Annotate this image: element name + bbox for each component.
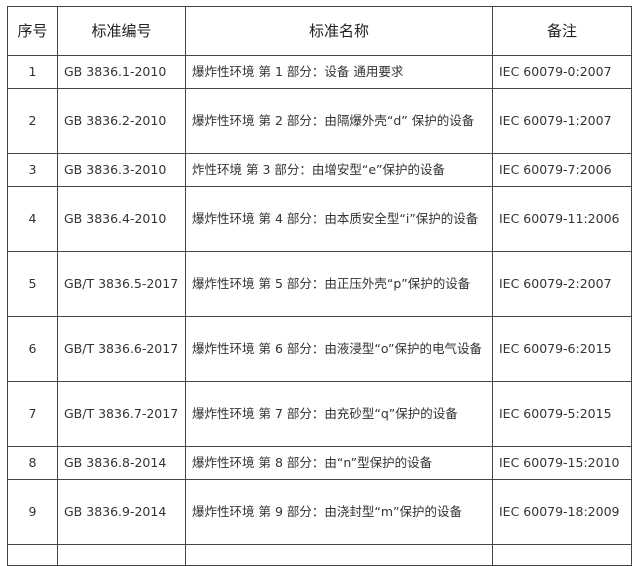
standard-note: IEC 60079-1:2007: [492, 88, 632, 154]
table-row-partial: [7, 544, 632, 566]
standards-table: 序号 标准编号 标准名称 备注 1 GB 3836.1-2010 爆炸性环境 第 1…: [7, 6, 632, 566]
header-row: 序号 标准编号 标准名称 备注: [7, 6, 632, 56]
table-row: 1 GB 3836.1-2010 爆炸性环境 第 1 部分：设备 通用要求 IEC 6…: [7, 55, 632, 89]
standard-code: GB/T 3836.5-2017: [57, 251, 186, 317]
standard-code: GB 3836.8-2014: [57, 446, 186, 480]
standard-code: GB 3836.4-2010: [57, 186, 186, 252]
table-row: 4 GB 3836.4-2010 爆炸性环境 第 4 部分：由本质安全型“i”保护的…: [7, 186, 632, 252]
standard-name: 爆炸性环境 第 6 部分：由液浸型“o”保护的电气设备: [185, 316, 493, 382]
empty-cell: [7, 544, 58, 566]
standard-code: GB 3836.3-2010: [57, 153, 186, 187]
row-number: 7: [7, 381, 58, 447]
row-number: 8: [7, 446, 58, 480]
table-row: 8 GB 3836.8-2014 爆炸性环境 第 8 部分：由“n”型保护的设备 IE…: [7, 446, 632, 480]
standard-note: IEC 60079-18:2009: [492, 479, 632, 545]
table-row: 5 GB/T 3836.5-2017 爆炸性环境 第 5 部分：由正压外壳“p”保护…: [7, 251, 632, 317]
standard-note: IEC 60079-7:2006: [492, 153, 632, 187]
table-row: 2 GB 3836.2-2010 爆炸性环境 第 2 部分：由隔爆外壳“d” 保护的…: [7, 88, 632, 154]
row-number: 1: [7, 55, 58, 89]
standard-name: 爆炸性环境 第 1 部分：设备 通用要求: [185, 55, 493, 89]
standard-note: IEC 60079-11:2006: [492, 186, 632, 252]
table-row: 7 GB/T 3836.7-2017 爆炸性环境 第 7 部分：由充砂型“q”保护的…: [7, 381, 632, 447]
standard-note: IEC 60079-2:2007: [492, 251, 632, 317]
standard-note: IEC 60079-6:2015: [492, 316, 632, 382]
standard-name: 爆炸性环境 第 7 部分：由充砂型“q”保护的设备: [185, 381, 493, 447]
empty-cell: [57, 544, 186, 566]
standard-note: IEC 60079-15:2010: [492, 446, 632, 480]
row-number: 3: [7, 153, 58, 187]
standard-code: GB/T 3836.7-2017: [57, 381, 186, 447]
standard-code: GB/T 3836.6-2017: [57, 316, 186, 382]
standard-code: GB 3836.9-2014: [57, 479, 186, 545]
standard-name: 炸性环境 第 3 部分：由增安型“e”保护的设备: [185, 153, 493, 187]
row-number: 6: [7, 316, 58, 382]
header-code: 标准编号: [57, 6, 186, 56]
header-note: 备注: [492, 6, 632, 56]
table-row: 3 GB 3836.3-2010 炸性环境 第 3 部分：由增安型“e”保护的设备 I…: [7, 153, 632, 187]
standard-name: 爆炸性环境 第 2 部分：由隔爆外壳“d” 保护的设备: [185, 88, 493, 154]
standard-name: 爆炸性环境 第 4 部分：由本质安全型“i”保护的设备: [185, 186, 493, 252]
row-number: 4: [7, 186, 58, 252]
row-number: 5: [7, 251, 58, 317]
row-number: 2: [7, 88, 58, 154]
header-no: 序号: [7, 6, 58, 56]
table-row: 9 GB 3836.9-2014 爆炸性环境 第 9 部分：由浇封型“m”保护的设备…: [7, 479, 632, 545]
standard-note: IEC 60079-0:2007: [492, 55, 632, 89]
standard-name: 爆炸性环境 第 9 部分：由浇封型“m”保护的设备: [185, 479, 493, 545]
standard-name: 爆炸性环境 第 8 部分：由“n”型保护的设备: [185, 446, 493, 480]
table-row: 6 GB/T 3836.6-2017 爆炸性环境 第 6 部分：由液浸型“o”保护的…: [7, 316, 632, 382]
standard-code: GB 3836.1-2010: [57, 55, 186, 89]
header-name: 标准名称: [185, 6, 493, 56]
standard-code: GB 3836.2-2010: [57, 88, 186, 154]
standard-name: 爆炸性环境 第 5 部分：由正压外壳“p”保护的设备: [185, 251, 493, 317]
empty-cell: [492, 544, 632, 566]
empty-cell: [185, 544, 493, 566]
row-number: 9: [7, 479, 58, 545]
standard-note: IEC 60079-5:2015: [492, 381, 632, 447]
